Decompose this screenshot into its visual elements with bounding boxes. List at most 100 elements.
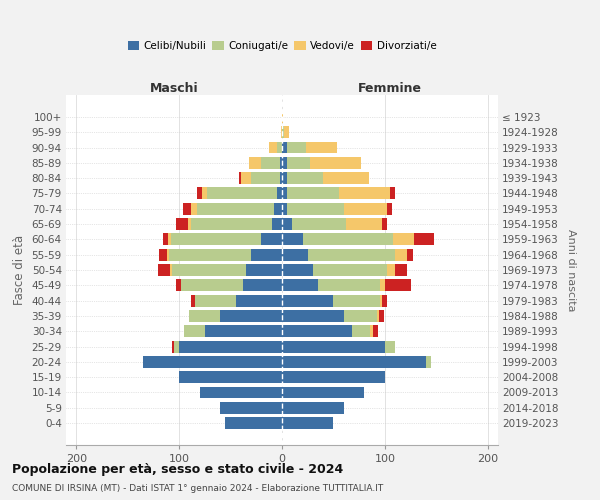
Bar bbox=[282, 386, 364, 398]
Bar bbox=[346, 218, 382, 230]
Bar bbox=[382, 294, 387, 306]
Bar bbox=[382, 218, 387, 230]
Bar bbox=[287, 203, 344, 214]
Bar bbox=[282, 264, 313, 276]
Bar bbox=[277, 142, 282, 154]
Bar bbox=[282, 310, 344, 322]
Bar bbox=[385, 280, 410, 291]
Bar bbox=[387, 264, 395, 276]
Bar bbox=[167, 248, 169, 260]
Bar bbox=[282, 203, 287, 214]
Bar bbox=[170, 264, 172, 276]
Bar bbox=[191, 294, 194, 306]
Bar bbox=[280, 157, 282, 169]
Bar bbox=[287, 157, 310, 169]
Bar bbox=[172, 264, 246, 276]
Bar bbox=[200, 386, 282, 398]
Bar bbox=[282, 248, 308, 260]
Bar bbox=[302, 234, 393, 245]
Text: COMUNE DI IRSINA (MT) - Dati ISTAT 1° gennaio 2024 - Elaborazione TUTTITALIA.IT: COMUNE DI IRSINA (MT) - Dati ISTAT 1° ge… bbox=[12, 484, 383, 493]
Bar bbox=[241, 172, 251, 184]
Bar bbox=[220, 402, 282, 414]
Bar bbox=[197, 203, 274, 214]
Bar bbox=[282, 172, 287, 184]
Bar bbox=[393, 234, 413, 245]
Bar bbox=[251, 248, 282, 260]
Bar bbox=[334, 294, 380, 306]
Bar bbox=[287, 142, 305, 154]
Bar bbox=[282, 417, 334, 429]
Bar bbox=[205, 326, 282, 337]
Bar bbox=[413, 234, 434, 245]
Bar bbox=[169, 248, 251, 260]
Bar bbox=[262, 234, 282, 245]
Y-axis label: Anni di nascita: Anni di nascita bbox=[566, 229, 575, 311]
Bar bbox=[179, 340, 282, 352]
Bar bbox=[282, 157, 287, 169]
Bar bbox=[251, 172, 280, 184]
Bar bbox=[282, 356, 426, 368]
Bar bbox=[194, 294, 236, 306]
Bar bbox=[292, 218, 346, 230]
Bar bbox=[380, 280, 385, 291]
Bar bbox=[158, 248, 167, 260]
Text: Popolazione per età, sesso e stato civile - 2024: Popolazione per età, sesso e stato civil… bbox=[12, 462, 343, 475]
Bar bbox=[282, 188, 287, 200]
Bar bbox=[171, 234, 262, 245]
Bar bbox=[308, 248, 395, 260]
Bar bbox=[239, 172, 241, 184]
Bar bbox=[181, 280, 243, 291]
Bar bbox=[282, 218, 292, 230]
Bar bbox=[370, 326, 373, 337]
Bar bbox=[395, 264, 407, 276]
Bar bbox=[352, 326, 370, 337]
Bar bbox=[426, 356, 431, 368]
Bar bbox=[318, 280, 380, 291]
Bar bbox=[282, 126, 284, 138]
Bar bbox=[191, 203, 197, 214]
Bar bbox=[377, 310, 379, 322]
Bar bbox=[163, 234, 168, 245]
Bar bbox=[282, 280, 318, 291]
Bar bbox=[379, 310, 384, 322]
Bar bbox=[282, 340, 385, 352]
Bar bbox=[262, 157, 280, 169]
Bar bbox=[323, 172, 370, 184]
Bar bbox=[272, 218, 282, 230]
Bar bbox=[282, 111, 283, 123]
Bar bbox=[190, 310, 220, 322]
Bar bbox=[207, 188, 277, 200]
Bar bbox=[246, 264, 282, 276]
Bar bbox=[380, 294, 382, 306]
Bar bbox=[202, 188, 207, 200]
Bar bbox=[191, 218, 272, 230]
Bar bbox=[188, 218, 191, 230]
Bar bbox=[280, 172, 282, 184]
Bar bbox=[282, 371, 385, 383]
Bar bbox=[344, 203, 387, 214]
Bar bbox=[385, 340, 395, 352]
Bar bbox=[168, 234, 171, 245]
Bar bbox=[282, 326, 352, 337]
Legend: Celibi/Nubili, Coniugati/e, Vedovi/e, Divorziati/e: Celibi/Nubili, Coniugati/e, Vedovi/e, Di… bbox=[124, 37, 440, 56]
Bar bbox=[184, 326, 205, 337]
Bar bbox=[282, 142, 287, 154]
Y-axis label: Fasce di età: Fasce di età bbox=[13, 235, 26, 305]
Bar bbox=[284, 126, 289, 138]
Bar bbox=[390, 188, 395, 200]
Bar bbox=[282, 294, 334, 306]
Bar bbox=[407, 248, 413, 260]
Bar bbox=[143, 356, 282, 368]
Text: Femmine: Femmine bbox=[358, 82, 422, 96]
Bar bbox=[387, 203, 392, 214]
Bar bbox=[287, 172, 323, 184]
Bar bbox=[174, 340, 179, 352]
Bar bbox=[282, 234, 302, 245]
Text: Maschi: Maschi bbox=[149, 82, 199, 96]
Bar bbox=[176, 280, 181, 291]
Bar bbox=[243, 280, 282, 291]
Bar bbox=[310, 157, 361, 169]
Bar bbox=[176, 218, 188, 230]
Bar bbox=[274, 203, 282, 214]
Bar bbox=[183, 203, 191, 214]
